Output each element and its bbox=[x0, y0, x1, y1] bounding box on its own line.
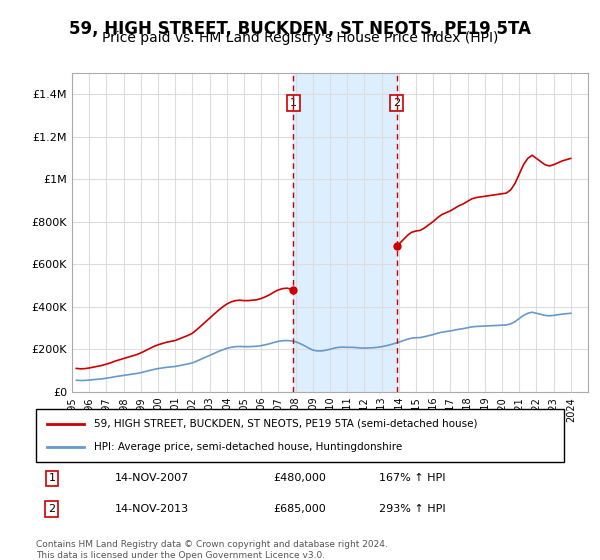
Text: £480,000: £480,000 bbox=[274, 473, 326, 483]
Text: 14-NOV-2013: 14-NOV-2013 bbox=[115, 504, 190, 514]
Text: 59, HIGH STREET, BUCKDEN, ST NEOTS, PE19 5TA (semi-detached house): 59, HIGH STREET, BUCKDEN, ST NEOTS, PE19… bbox=[94, 419, 478, 429]
Text: 2: 2 bbox=[393, 98, 400, 108]
Bar bbox=[293, 73, 397, 392]
Text: 1: 1 bbox=[49, 473, 55, 483]
Text: £685,000: £685,000 bbox=[274, 504, 326, 514]
Text: 1: 1 bbox=[290, 98, 297, 108]
FancyBboxPatch shape bbox=[36, 409, 564, 462]
Text: 2: 2 bbox=[48, 504, 55, 514]
Text: HPI: Average price, semi-detached house, Huntingdonshire: HPI: Average price, semi-detached house,… bbox=[94, 442, 403, 452]
Text: 167% ↑ HPI: 167% ↑ HPI bbox=[379, 473, 446, 483]
Text: 14-NOV-2007: 14-NOV-2007 bbox=[115, 473, 190, 483]
Text: 59, HIGH STREET, BUCKDEN, ST NEOTS, PE19 5TA: 59, HIGH STREET, BUCKDEN, ST NEOTS, PE19… bbox=[69, 20, 531, 38]
Text: Contains HM Land Registry data © Crown copyright and database right 2024.
This d: Contains HM Land Registry data © Crown c… bbox=[36, 540, 388, 560]
Text: 293% ↑ HPI: 293% ↑ HPI bbox=[379, 504, 446, 514]
Text: Price paid vs. HM Land Registry's House Price Index (HPI): Price paid vs. HM Land Registry's House … bbox=[102, 31, 498, 45]
